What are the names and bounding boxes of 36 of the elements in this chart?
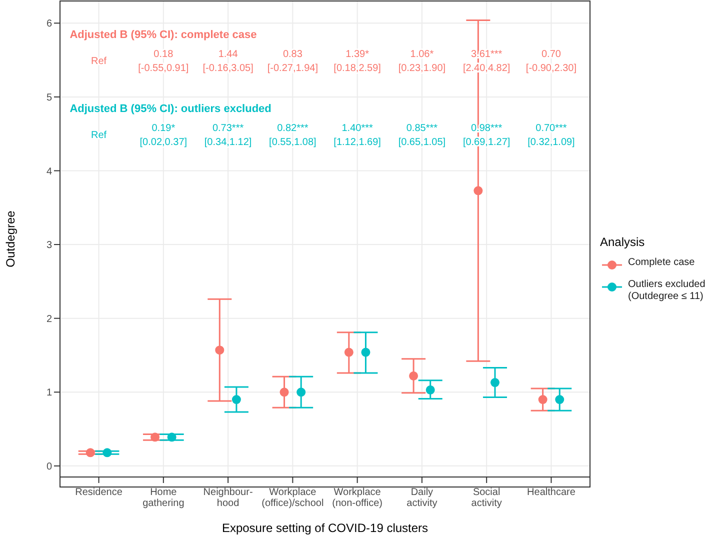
- annotation: 0.19* [0.02,0.37]: [140, 122, 188, 148]
- annotation: 0.85*** [0.65,1.05]: [398, 122, 446, 148]
- x-tick-label: Neighbour- hood: [203, 487, 253, 509]
- y-tick-label: 4: [46, 166, 52, 178]
- x-tick-label: Workplace (office)/school: [262, 487, 324, 509]
- x-tick-label: Workplace (non-office): [332, 487, 383, 509]
- annotation: 0.73*** [0.34,1.12]: [204, 122, 252, 148]
- legend-label: Complete case: [628, 257, 695, 269]
- y-tick-label: 1: [46, 388, 52, 399]
- x-tick-label: Healthcare: [527, 487, 576, 498]
- x-axis-title: Exposure setting of COVID-19 clusters: [222, 521, 428, 535]
- x-tick-label: Residence: [75, 487, 123, 498]
- legend-label: Outliers excluded (Outdegree ≤ 11): [628, 279, 706, 303]
- x-tick-label: Daily activity: [406, 487, 438, 509]
- x-tick-label: Social activity: [471, 487, 502, 509]
- annotation: 1.06* [0.23,1.90]: [398, 49, 446, 74]
- annotation: 1.44 [-0.16,3.05]: [202, 49, 254, 74]
- annotation: 0.82*** [0.55,1.08]: [269, 122, 317, 148]
- annotation: 1.40*** [1.12,1.69]: [334, 122, 382, 148]
- annotation: 1.39* [0.18,2.59]: [334, 49, 382, 74]
- annotation: Adjusted B (95% CI): outliers excluded: [70, 103, 272, 116]
- annotation: 0.70 [-0.90,2.30]: [526, 49, 577, 74]
- annotation: Ref: [91, 56, 107, 68]
- x-tick-label: Home gathering: [142, 487, 184, 509]
- y-tick-label: 0: [46, 461, 52, 472]
- annotation: 0.70*** [0.32,1.09]: [528, 122, 576, 148]
- y-tick-label: 3: [46, 240, 52, 252]
- y-tick-label: 6: [46, 18, 52, 30]
- annotation: Adjusted B (95% CI): complete case: [70, 29, 257, 42]
- y-tick-label: 2: [46, 314, 52, 325]
- legend-title: Analysis: [600, 235, 646, 249]
- annotation: 0.18 [-0.55,0.91]: [138, 49, 189, 74]
- annotation: 0.83 [-0.27,1.94]: [267, 49, 318, 74]
- annotation: Ref: [91, 130, 107, 141]
- y-axis-title: Outdegree: [3, 210, 18, 268]
- y-tick-label: 5: [46, 92, 52, 104]
